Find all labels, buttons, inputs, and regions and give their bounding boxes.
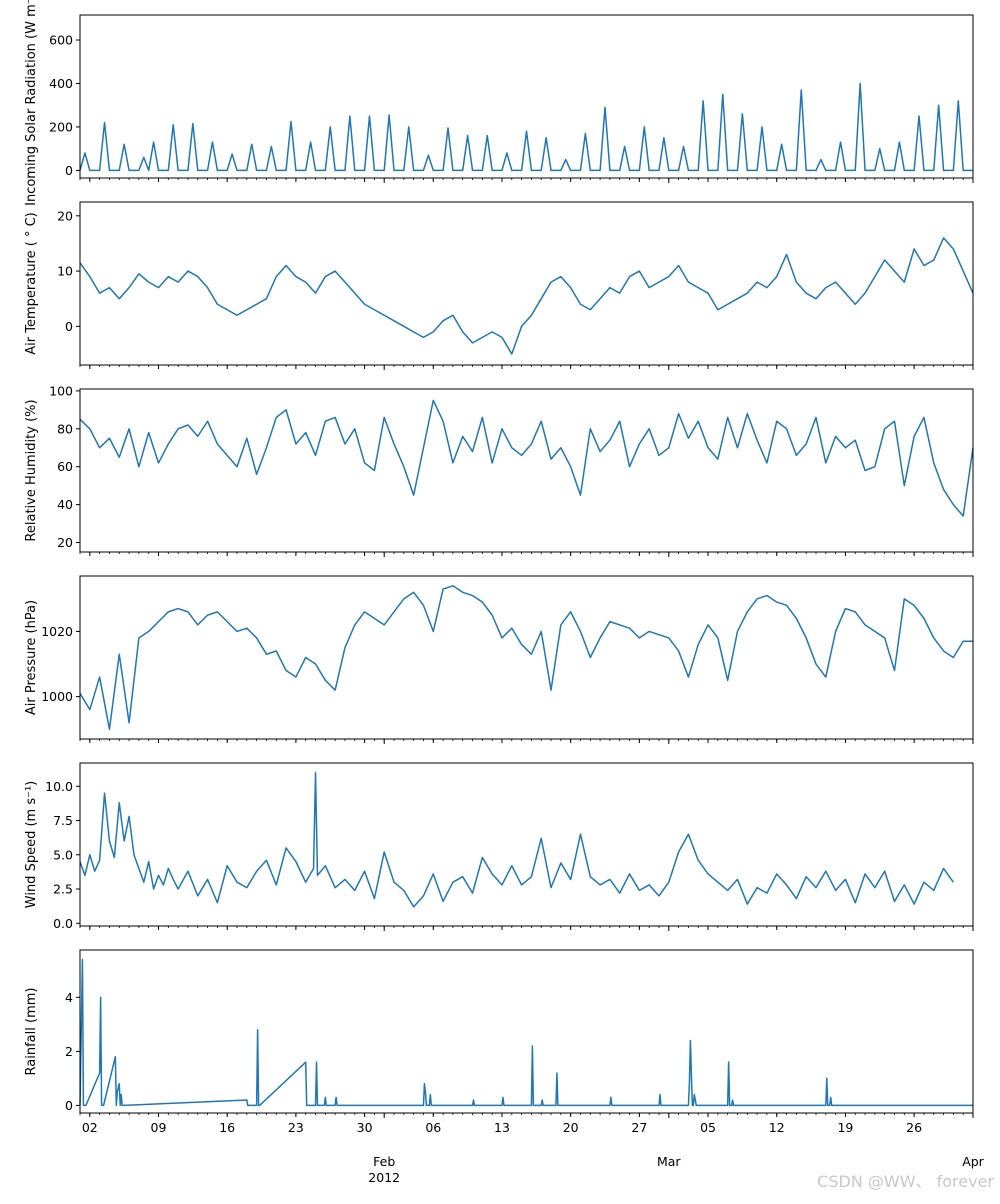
pressure-ytick-label: 1020 bbox=[41, 624, 73, 639]
humidity-ytick-label: 100 bbox=[49, 383, 73, 398]
pressure-ylabel: Air Pressure (hPa) bbox=[24, 600, 39, 715]
x-day-tick-label: 19 bbox=[837, 1120, 853, 1135]
rainfall-ytick-label: 4 bbox=[65, 990, 73, 1005]
wind-ytick-label: 0.0 bbox=[53, 916, 73, 931]
x-month-tick-label: Feb bbox=[373, 1154, 395, 1169]
x-day-tick-label: 12 bbox=[769, 1120, 785, 1135]
wind-ytick-label: 10.0 bbox=[45, 779, 73, 794]
x-day-tick-label: 26 bbox=[906, 1120, 922, 1135]
rainfall-ytick-label: 2 bbox=[65, 1044, 73, 1059]
x-day-tick-label: 23 bbox=[288, 1120, 304, 1135]
x-day-tick-label: 13 bbox=[494, 1120, 510, 1135]
wind-axes-frame bbox=[79, 762, 974, 927]
solar-axes-frame bbox=[79, 14, 974, 179]
humidity-ytick-label: 20 bbox=[57, 535, 73, 550]
wind-ytick-label: 2.5 bbox=[53, 882, 73, 897]
solar-series-line bbox=[79, 82, 973, 172]
rainfall-ytick-label: 0 bbox=[65, 1098, 73, 1113]
solar-ytick-label: 200 bbox=[49, 119, 73, 134]
solar-ytick-label: 600 bbox=[49, 32, 73, 47]
humidity-ylabel: Relative Humidity (%) bbox=[24, 399, 39, 541]
humidity-axes-frame bbox=[79, 388, 974, 553]
pressure-axes-frame bbox=[79, 575, 974, 740]
humidity-ytick-label: 80 bbox=[57, 421, 73, 436]
temperature-ytick-label: 0 bbox=[65, 319, 73, 334]
x-year-label: 2012 bbox=[368, 1170, 400, 1185]
wind-ytick-label: 5.0 bbox=[53, 847, 73, 862]
wind-ytick-label: 7.5 bbox=[53, 813, 73, 828]
x-day-tick-label: 06 bbox=[425, 1120, 441, 1135]
x-day-tick-label: 27 bbox=[631, 1120, 647, 1135]
temperature-ytick-label: 10 bbox=[57, 264, 73, 279]
wind-ylabel: Wind Speed (m s⁻¹) bbox=[24, 781, 39, 908]
x-day-tick-label: 30 bbox=[357, 1120, 373, 1135]
x-day-tick-label: 09 bbox=[151, 1120, 167, 1135]
rainfall-series-line bbox=[79, 958, 973, 1107]
x-month-tick-label: Apr bbox=[962, 1154, 984, 1169]
rainfall-axes-frame bbox=[79, 949, 974, 1114]
solar-ytick-label: 0 bbox=[65, 163, 73, 178]
rainfall-ylabel: Rainfall (mm) bbox=[24, 988, 39, 1076]
x-day-tick-label: 20 bbox=[563, 1120, 579, 1135]
wind-series-line bbox=[79, 771, 954, 908]
x-day-tick-label: 05 bbox=[700, 1120, 716, 1135]
temperature-axes-frame bbox=[79, 201, 974, 366]
temperature-ylabel: Air Temperature ( ° C) bbox=[24, 212, 39, 354]
x-day-tick-label: 16 bbox=[219, 1120, 235, 1135]
humidity-series-line bbox=[79, 399, 974, 517]
x-month-tick-label: Mar bbox=[657, 1154, 681, 1169]
temperature-series-line bbox=[79, 237, 974, 355]
temperature-ytick-label: 20 bbox=[57, 208, 73, 223]
humidity-ytick-label: 60 bbox=[57, 459, 73, 474]
solar-ylabel: Incoming Solar Radiation (W m⁻²) bbox=[24, 0, 39, 206]
watermark: CSDN @WW、 forever bbox=[817, 1172, 994, 1191]
humidity-ytick-label: 40 bbox=[57, 497, 73, 512]
pressure-series-line bbox=[79, 585, 973, 730]
x-day-tick-label: 02 bbox=[82, 1120, 98, 1135]
pressure-ytick-label: 1000 bbox=[41, 689, 73, 704]
solar-ytick-label: 400 bbox=[49, 76, 73, 91]
